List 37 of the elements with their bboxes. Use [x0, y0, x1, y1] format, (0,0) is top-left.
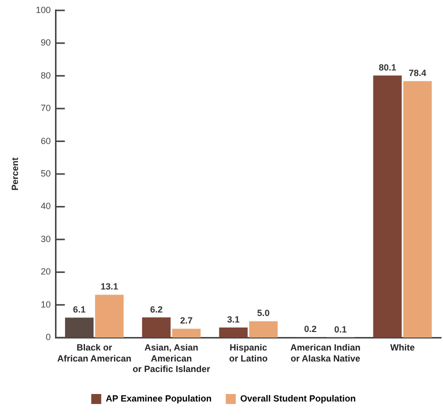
bar [403, 81, 432, 338]
y-tick-label: 90 [40, 38, 51, 48]
bar [95, 294, 124, 338]
data-label: 80.1 [378, 62, 396, 72]
y-tick-label: 20 [40, 266, 51, 277]
data-label: 6.1 [73, 304, 86, 315]
y-tick-label: 30 [40, 234, 51, 244]
legend-label: AP Examinee Population [106, 393, 212, 404]
x-tick-label: American Indian or Alaska Native [290, 342, 360, 364]
bar [172, 328, 201, 338]
y-tick-label: 50 [40, 168, 51, 178]
y-tick-label: 70 [40, 103, 51, 114]
y-axis-title: Percent [10, 157, 20, 191]
data-label: 3.1 [227, 314, 240, 324]
bar [142, 317, 171, 338]
legend-label: Overall Student Population [240, 393, 356, 404]
data-label: 0.2 [304, 324, 317, 334]
x-tick-label: Hispanic or Latino [229, 342, 268, 364]
data-label: 5.0 [257, 308, 270, 318]
x-tick-label: Black or African American [57, 342, 132, 364]
bar [373, 76, 402, 338]
data-label: 6.2 [150, 304, 163, 314]
bar [249, 321, 278, 338]
y-tick-label: 10 [40, 299, 51, 310]
y-tick-label: 80 [40, 70, 51, 80]
y-tick-label: 0 [46, 332, 51, 342]
data-label: 13.1 [100, 282, 118, 292]
y-tick-label: 40 [40, 201, 51, 212]
bar [65, 318, 94, 338]
x-tick-label: Asian, Asian American or Pacific Islander [132, 342, 211, 374]
bar [219, 327, 248, 338]
y-tick-label: 100 [36, 4, 51, 15]
data-label: 0.1 [334, 324, 347, 334]
data-label: 2.7 [180, 316, 193, 326]
y-tick-label: 60 [40, 136, 51, 146]
data-label: 78.4 [408, 68, 426, 78]
x-tick-label: White [390, 342, 415, 352]
